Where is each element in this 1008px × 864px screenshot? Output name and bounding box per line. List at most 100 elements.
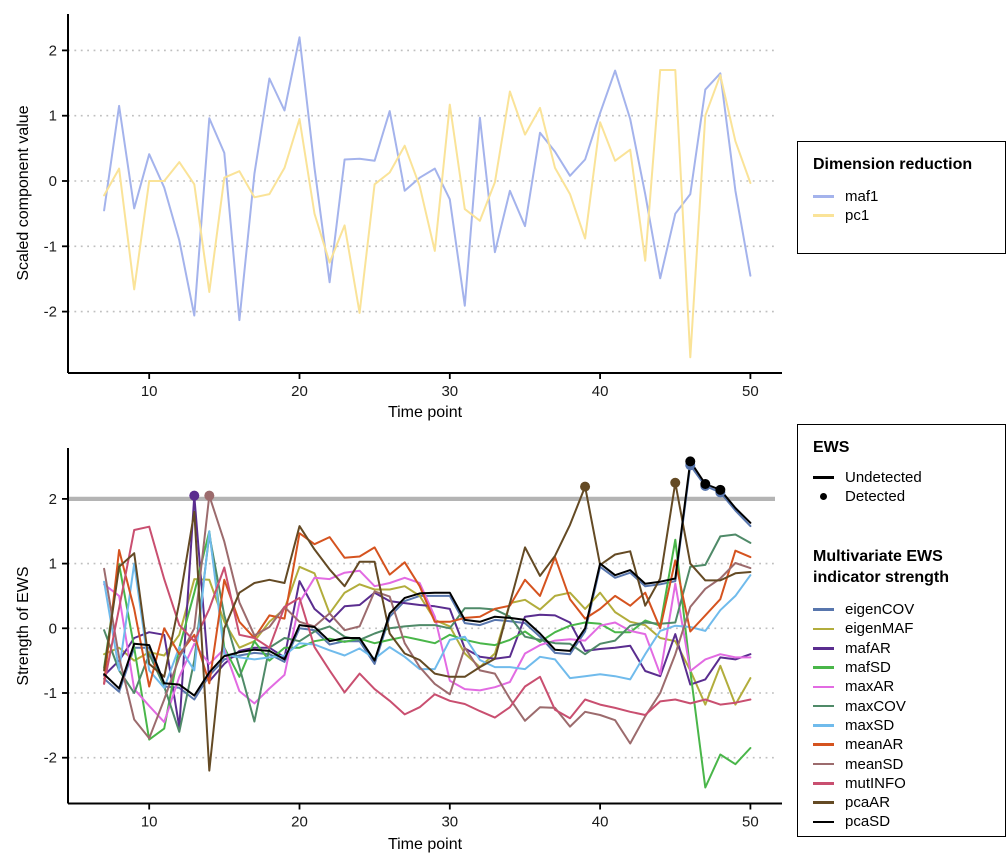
legend-item-mafar: mafAR: [813, 639, 990, 658]
x-tick-label: 20: [291, 814, 308, 831]
legend-item-undetected: Undetected: [813, 468, 990, 487]
detected-point-mafAR-13: [189, 490, 200, 501]
line-swatch-icon: [813, 820, 834, 824]
legend-item-label: eigenMAF: [845, 620, 914, 638]
legend-section-gap: [813, 506, 990, 547]
legend-item-maf1: maf1: [813, 187, 990, 206]
line-swatch-icon: [813, 704, 834, 708]
y-tick-label: -2: [44, 304, 57, 321]
line-swatch-icon: [813, 476, 834, 479]
line-swatch-icon: [813, 195, 834, 198]
series-line-maxSD: [103, 530, 752, 689]
legend-ews-panel: EWS Undetected Detected Multivariate EWS …: [797, 424, 1006, 837]
series-line-mutINFO: [103, 525, 752, 720]
legend-dimension-title: Dimension reduction: [813, 156, 973, 173]
y-tick-label: 0: [49, 620, 57, 637]
y-tick-label: -1: [44, 685, 57, 702]
line-swatch-icon: [813, 214, 834, 218]
swatch-mark: [819, 492, 828, 501]
legend-item-label: maxCOV: [845, 697, 906, 715]
line-swatch-icon: [813, 608, 834, 611]
line-swatch-icon: [813, 627, 834, 631]
detected-point-pcaAR-39: [580, 481, 591, 492]
detected-point-pcaAR-45: [670, 477, 681, 488]
series-line-pcaSD: [103, 460, 752, 697]
legend-item-label: maxSD: [845, 716, 895, 734]
swatch-mark: [813, 704, 834, 708]
x-tick-label: 30: [441, 383, 458, 400]
x-tick-label: 40: [592, 814, 609, 831]
legend-item-label: meanAR: [845, 736, 904, 754]
legend-item-eigencov: eigenCOV: [813, 600, 990, 619]
line-swatch-icon: [813, 724, 834, 727]
legend-item-label: pc1: [845, 207, 870, 225]
y-tick-label: 2: [49, 42, 57, 59]
legend-dimension-reduction: Dimension reduction maf1 pc1: [797, 141, 1006, 254]
line-swatch-icon: [813, 685, 834, 689]
x-tick-label: 30: [441, 814, 458, 831]
detected-point-meanSD-14: [204, 490, 215, 501]
series-line-pc1: [103, 69, 752, 359]
y-tick-label: 1: [49, 108, 57, 125]
line-swatch-icon: [813, 801, 834, 804]
bottom-y-axis-title: Strength of EWS: [15, 566, 32, 686]
legend-item-label: pcaAR: [845, 794, 891, 812]
top-y-axis-title: Scaled component value: [15, 105, 32, 281]
swatch-mark: [813, 782, 834, 785]
bottom-x-axis-title: Time point: [387, 836, 463, 853]
legend-item-label: Detected: [845, 488, 906, 506]
x-tick-label: 20: [291, 383, 308, 400]
swatch-mark: [813, 646, 834, 650]
legend-item-label: eigenCOV: [845, 601, 915, 619]
line-swatch-icon: [813, 782, 834, 785]
swatch-mark: [813, 476, 834, 479]
legend-item-label: Undetected: [845, 468, 922, 486]
legend-item-pcaar: pcaAR: [813, 793, 990, 812]
legend-item-label: pcaSD: [845, 813, 891, 831]
legend-item-maxcov: maxCOV: [813, 696, 990, 715]
legend-multivariate-items: eigenCOV eigenMAF mafAR mafSD maxAR maxCOV max…: [813, 600, 990, 832]
swatch-mark: [813, 743, 834, 746]
x-tick-label: 50: [742, 383, 759, 400]
legend-item-label: mafSD: [845, 659, 891, 677]
line-swatch-icon: [813, 646, 834, 650]
series-line-meanSD: [103, 494, 752, 745]
legend-item-mutinfo: mutINFO: [813, 774, 990, 793]
y-tick-label: -2: [44, 750, 57, 767]
swatch-mark: [813, 608, 834, 611]
legend-item-meansd: meanSD: [813, 754, 990, 773]
legend-multivariate-title: Multivariate EWS indicator strength: [813, 548, 950, 587]
y-tick-label: 2: [49, 491, 57, 508]
series-line-pcaAR: [103, 481, 752, 772]
legend-item-maxar: maxAR: [813, 677, 990, 696]
y-tick-label: 1: [49, 556, 57, 573]
legend-dimension-items: maf1 pc1: [813, 187, 990, 226]
x-tick-label: 40: [592, 383, 609, 400]
detected-point-pcaSD-48: [715, 484, 726, 495]
swatch-mark: [813, 666, 834, 669]
series-line-maf1: [103, 36, 752, 322]
swatch-mark: [813, 195, 834, 198]
legend-item-label: mutINFO: [845, 774, 906, 792]
detected-dot-icon: [813, 492, 834, 501]
swatch-mark: [813, 724, 834, 727]
legend-item-label: meanSD: [845, 755, 904, 773]
legend-item-label: maxAR: [845, 678, 895, 696]
detected-point-pcaSD-46: [685, 456, 696, 467]
line-swatch-icon: [813, 666, 834, 669]
legend-item-mafsd: mafSD: [813, 658, 990, 677]
swatch-mark: [813, 685, 834, 689]
legend-item-eigenmaf: eigenMAF: [813, 619, 990, 638]
x-tick-label: 10: [141, 383, 158, 400]
x-tick-label: 10: [141, 814, 158, 831]
series-line-eigenMAF: [103, 565, 752, 706]
legend-item-pc1: pc1: [813, 206, 990, 225]
legend-item-detected: Detected: [813, 487, 990, 506]
swatch-mark: [813, 627, 834, 631]
top-x-axis-title: Time point: [387, 404, 463, 421]
line-swatch-icon: [813, 743, 834, 746]
legend-ews-title: EWS: [813, 439, 850, 456]
swatch-mark: [813, 762, 834, 766]
